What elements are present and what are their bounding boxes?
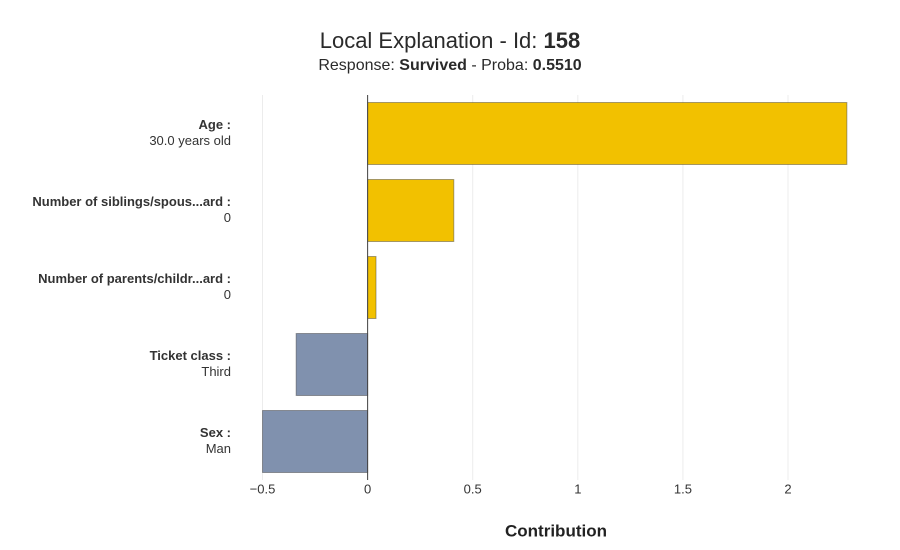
title-id: 158: [544, 28, 581, 53]
x-axis-title: Contribution: [505, 521, 607, 540]
category-label: Number of siblings/spous...ard :: [32, 194, 231, 209]
x-tick-label: 0.5: [464, 481, 482, 496]
x-tick-label: 2: [784, 481, 791, 496]
subtitle-proba-label: - Proba:: [471, 57, 528, 74]
category-value: Third: [201, 364, 231, 379]
bar: [367, 179, 455, 242]
x-tick-label: −0.5: [250, 481, 276, 496]
chart-title: Local Explanation - Id: 158: [320, 28, 581, 53]
category-value: 0: [224, 287, 231, 302]
category-label: Ticket class :: [150, 348, 231, 363]
x-tick-label: 1: [574, 481, 581, 496]
category-value: Man: [206, 441, 231, 456]
category-value: 30.0 years old: [149, 133, 231, 148]
category-value: 0: [224, 210, 231, 225]
chart-subtitle: Response: Survived - Proba: 0.5510: [318, 57, 581, 74]
category-label: Sex :: [200, 425, 231, 440]
subtitle-label: Response:: [318, 57, 395, 74]
category-label: Age :: [199, 117, 232, 132]
x-tick-label: 1.5: [674, 481, 692, 496]
title-text: Local Explanation - Id:: [320, 28, 538, 53]
x-tick-label: 0: [364, 481, 371, 496]
subtitle-proba: 0.5510: [533, 57, 582, 74]
bar: [262, 410, 369, 473]
subtitle-response: Survived: [399, 57, 467, 74]
bar: [367, 256, 377, 319]
bar: [367, 102, 848, 165]
category-label: Number of parents/childr...ard :: [38, 271, 231, 286]
bar: [295, 333, 369, 396]
